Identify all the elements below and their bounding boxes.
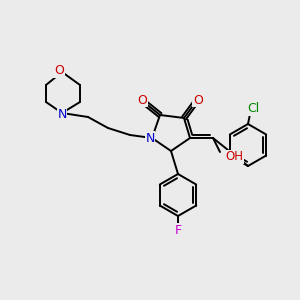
Text: O: O bbox=[137, 94, 147, 106]
Text: N: N bbox=[145, 131, 155, 145]
Text: Cl: Cl bbox=[247, 103, 259, 116]
Text: O: O bbox=[54, 64, 64, 77]
Text: F: F bbox=[174, 224, 182, 236]
Text: O: O bbox=[193, 94, 203, 106]
Text: OH: OH bbox=[225, 151, 243, 164]
Text: N: N bbox=[57, 107, 67, 121]
